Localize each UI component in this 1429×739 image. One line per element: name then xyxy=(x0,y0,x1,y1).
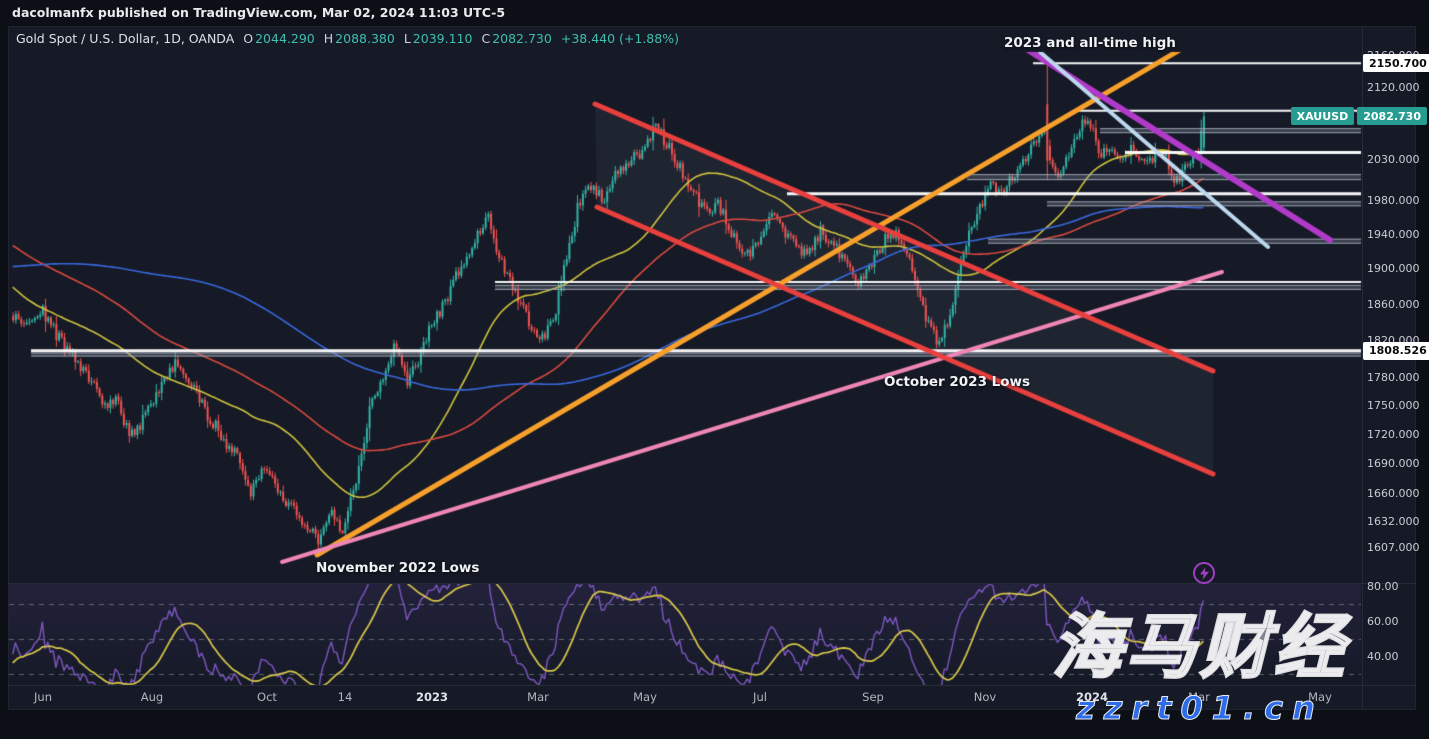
annotation-oct-lows[interactable]: October 2023 Lows xyxy=(884,374,1031,390)
time-axis-tick: Sep xyxy=(862,690,884,704)
time-axis-tick: Oct xyxy=(257,690,277,704)
ohlc-close-value: 2082.730 xyxy=(492,31,552,46)
ohlc-open-value: 2044.290 xyxy=(255,31,315,46)
watermark-site-url: zzrt01.cn xyxy=(1076,689,1324,727)
time-axis-tick: Aug xyxy=(140,690,164,704)
symbol-tag-badge: XAUUSD xyxy=(1290,107,1355,126)
rsi-axis-tick: 40.00 xyxy=(1367,650,1399,663)
price-axis-tick: 2120.000 xyxy=(1367,80,1420,94)
price-axis-tick: 1750.000 xyxy=(1367,398,1420,412)
ohlc-change-value: +38.440 (+1.88%) xyxy=(560,31,679,46)
ohlc-high-label: H xyxy=(323,31,334,46)
price-axis-tick: 1980.000 xyxy=(1367,193,1420,207)
annotation-ath[interactable]: 2023 and all-time high xyxy=(1004,35,1176,51)
rsi-axis-tick: 80.00 xyxy=(1367,580,1399,593)
price-axis-tick: 1940.000 xyxy=(1367,227,1420,241)
price-axis-tick: 2030.000 xyxy=(1367,152,1420,166)
price-axis-tick: 1860.000 xyxy=(1367,297,1420,311)
last-price-badge: XAUUSD 2082.730 xyxy=(1290,107,1427,126)
time-axis-tick: Nov xyxy=(973,690,997,704)
price-axis-tick: 1780.000 xyxy=(1367,370,1420,384)
ohlc-close-label: C xyxy=(481,31,491,46)
ohlc-open-label: O xyxy=(243,31,254,46)
price-axis-tick: 1690.000 xyxy=(1367,456,1420,470)
time-axis-tick: Mar xyxy=(527,690,549,704)
price-axis-tick: 1720.000 xyxy=(1367,427,1420,441)
ohlc-low-value: 2039.110 xyxy=(412,31,473,46)
price-axis-tick: 1632.000 xyxy=(1367,514,1420,528)
ohlc-low-label: L xyxy=(403,31,411,46)
lightning-bolt-glyph xyxy=(1199,566,1209,580)
price-axis-separator xyxy=(1362,26,1363,710)
watermark-brand-cn: 海马财经 xyxy=(1051,606,1348,688)
last-price-value-badge: 2082.730 xyxy=(1357,107,1427,126)
time-axis-tick: Jun xyxy=(34,690,52,704)
time-axis-tick: Jul xyxy=(753,690,767,704)
boost-lightning-icon[interactable] xyxy=(1193,562,1215,584)
price-axis-tick: 1607.000 xyxy=(1367,540,1420,554)
price-level-badge: 2150.700 xyxy=(1363,54,1429,73)
annotation-nov-lows[interactable]: November 2022 Lows xyxy=(316,560,480,576)
ohlc-high-value: 2088.380 xyxy=(335,31,395,46)
time-axis-tick: 2023 xyxy=(415,690,449,704)
symbol-title[interactable]: Gold Spot / U.S. Dollar, 1D, OANDA xyxy=(16,31,235,46)
rsi-axis-tick: 60.00 xyxy=(1367,615,1399,628)
time-axis-tick: Mar xyxy=(1188,690,1210,704)
time-axis-tick: 2024 xyxy=(1075,690,1109,704)
time-axis-tick: May xyxy=(1308,690,1332,704)
price-axis-tick: 1900.000 xyxy=(1367,262,1420,276)
rsi-pane-separator xyxy=(8,583,1416,584)
price-axis-tick: 1660.000 xyxy=(1367,486,1420,500)
time-axis-tick: 14 xyxy=(337,690,353,704)
time-axis-tick: May xyxy=(633,690,657,704)
time-axis-separator xyxy=(8,685,1416,686)
symbol-header: Gold Spot / U.S. Dollar, 1D, OANDA O 2044.… xyxy=(16,31,679,46)
footer-bar: TradingView xyxy=(0,710,1429,739)
price-level-badge: 1808.526 xyxy=(1363,341,1429,360)
